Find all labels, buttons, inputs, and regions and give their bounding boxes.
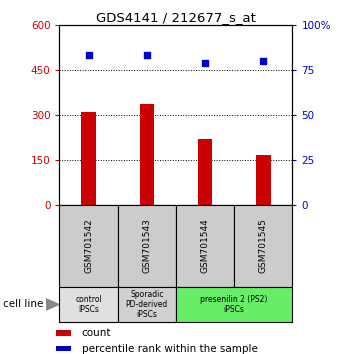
Text: cell line: cell line bbox=[3, 299, 44, 309]
Text: GSM701545: GSM701545 bbox=[259, 218, 268, 274]
Bar bbox=[56, 330, 71, 336]
Text: presenilin 2 (PS2)
iPSCs: presenilin 2 (PS2) iPSCs bbox=[201, 295, 268, 314]
Bar bbox=[176, 287, 292, 322]
Text: count: count bbox=[82, 328, 111, 338]
Bar bbox=[59, 287, 118, 322]
Text: GSM701544: GSM701544 bbox=[201, 219, 209, 273]
Text: control
IPSCs: control IPSCs bbox=[75, 295, 102, 314]
Bar bbox=[176, 205, 234, 287]
Text: GSM701543: GSM701543 bbox=[142, 218, 151, 274]
Title: GDS4141 / 212677_s_at: GDS4141 / 212677_s_at bbox=[96, 11, 256, 24]
Bar bbox=[234, 205, 292, 287]
Point bbox=[202, 60, 208, 65]
Text: GSM701542: GSM701542 bbox=[84, 219, 93, 273]
Point bbox=[260, 58, 266, 64]
Bar bbox=[198, 138, 212, 205]
Bar bbox=[118, 287, 176, 322]
Bar bbox=[56, 346, 71, 352]
Polygon shape bbox=[46, 299, 59, 310]
Bar bbox=[81, 112, 96, 205]
Bar bbox=[59, 205, 118, 287]
Bar bbox=[256, 155, 271, 205]
Text: percentile rank within the sample: percentile rank within the sample bbox=[82, 344, 257, 354]
Bar bbox=[139, 104, 154, 205]
Text: Sporadic
PD-derived
iPSCs: Sporadic PD-derived iPSCs bbox=[126, 290, 168, 319]
Point bbox=[86, 53, 91, 58]
Bar bbox=[118, 205, 176, 287]
Point bbox=[144, 53, 150, 58]
